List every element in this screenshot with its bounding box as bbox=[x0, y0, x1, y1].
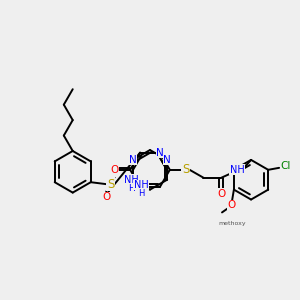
Text: H: H bbox=[138, 189, 144, 198]
Text: NH: NH bbox=[124, 175, 139, 185]
Text: NH: NH bbox=[134, 180, 148, 190]
Text: O: O bbox=[228, 200, 236, 211]
Text: O: O bbox=[110, 166, 118, 176]
Text: N: N bbox=[163, 155, 171, 165]
Text: H: H bbox=[128, 184, 135, 193]
Text: Cl: Cl bbox=[281, 161, 291, 171]
Text: N: N bbox=[129, 155, 137, 165]
Text: NH: NH bbox=[230, 165, 244, 175]
Text: O: O bbox=[217, 189, 226, 199]
Text: O: O bbox=[110, 165, 118, 175]
Text: O: O bbox=[103, 192, 111, 202]
Text: methoxy: methoxy bbox=[218, 221, 246, 226]
Text: S: S bbox=[182, 163, 189, 176]
Text: S: S bbox=[107, 178, 114, 191]
Text: N: N bbox=[156, 148, 164, 158]
